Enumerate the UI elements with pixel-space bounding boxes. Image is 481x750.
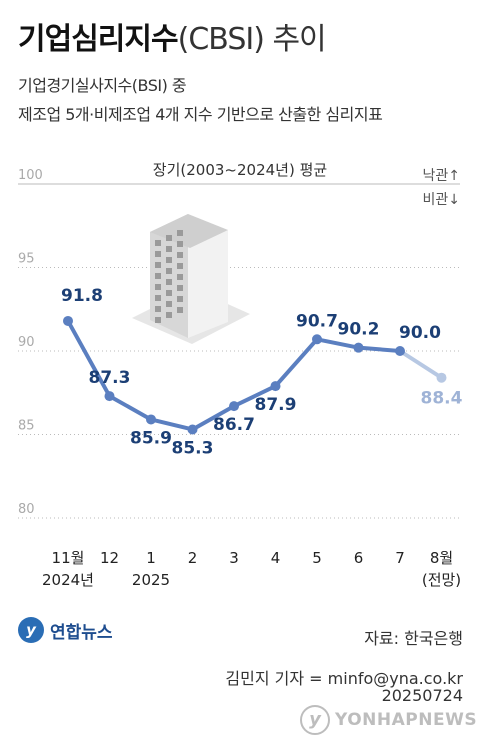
building-window — [177, 263, 183, 269]
reporter-label: 김민지 기자 = minfo@yna.co.kr — [225, 669, 463, 688]
building-window — [177, 307, 183, 313]
x-tick-label: 6 — [354, 549, 364, 567]
subtitle-line-1: 기업경기실사지수(BSI) 중 — [18, 76, 187, 95]
building-window — [166, 257, 172, 263]
building-right-face — [188, 214, 228, 338]
y-tick-label: 85 — [18, 419, 35, 434]
data-point — [229, 401, 239, 412]
watermark-text: YONHAPNEWS — [335, 710, 478, 730]
data-label: 85.3 — [172, 438, 214, 458]
baseline-label: 장기(2003~2024년) 평균 — [153, 161, 328, 179]
data-label: 91.8 — [61, 286, 103, 306]
watermark-icon: y — [300, 705, 330, 735]
data-label: 90.2 — [338, 320, 380, 340]
data-point — [270, 381, 281, 392]
yonhap-logo-icon: y — [18, 617, 44, 643]
data-point — [436, 372, 447, 383]
building-window — [155, 295, 161, 301]
data-point — [63, 315, 73, 326]
title-sub: (CBSI) 추이 — [177, 22, 327, 57]
building-window — [177, 230, 183, 236]
x-tick-label: 11월 — [52, 549, 85, 567]
x-year-label: 2025 — [132, 571, 170, 589]
building-window — [155, 284, 161, 290]
y-tick-label: 100 — [18, 168, 43, 183]
data-point — [104, 391, 115, 402]
data-point — [146, 414, 156, 425]
x-tick-label: 8월 — [430, 549, 453, 567]
date-label: 20250724 — [381, 686, 463, 705]
x-tick-label: 5 — [312, 549, 322, 567]
x-tick-label: 4 — [271, 549, 281, 567]
y-tick-label: 95 — [18, 252, 35, 267]
optimism-label: 낙관↑ — [423, 168, 461, 184]
chart-title: 기업심리지수(CBSI) 추이 — [18, 14, 327, 58]
yonhap-logo: y 연합뉴스 — [18, 617, 113, 643]
x-year-label: 2024년 — [42, 571, 94, 589]
pessimism-label: 비관↓ — [423, 192, 461, 208]
building-window — [155, 251, 161, 257]
data-label: 88.4 — [421, 389, 463, 409]
data-label: 86.7 — [213, 415, 255, 435]
building-window — [177, 274, 183, 280]
x-tick-label: 2 — [188, 549, 198, 567]
x-tick-label: 3 — [229, 549, 239, 567]
building-window — [177, 241, 183, 247]
x-tick-label: 12 — [100, 549, 119, 567]
building-window — [166, 279, 172, 285]
data-label: 90.0 — [399, 323, 441, 343]
building-window — [177, 252, 183, 258]
data-label: 87.3 — [89, 368, 131, 388]
building-window — [166, 301, 172, 307]
title-main: 기업심리지수 — [18, 22, 179, 57]
building-window — [177, 285, 183, 291]
x-tick-label: 1 — [146, 549, 156, 567]
data-point — [187, 424, 198, 435]
building-window — [166, 290, 172, 296]
building-window — [155, 317, 161, 323]
x-tick-label: 7 — [395, 549, 405, 567]
subtitle-line-2: 제조업 5개·비제조업 4개 지수 기반으로 산출한 심리지표 — [18, 105, 383, 124]
building-window — [155, 306, 161, 312]
data-point — [395, 346, 405, 356]
data-label: 85.9 — [130, 428, 172, 448]
building-window — [155, 240, 161, 246]
data-point — [312, 334, 322, 345]
logo-text: 연합뉴스 — [50, 622, 113, 643]
source-label: 자료: 한국은행 — [364, 629, 463, 648]
building-window — [166, 235, 172, 241]
building-window — [155, 273, 161, 279]
data-label: 87.9 — [255, 395, 297, 415]
building-window — [155, 262, 161, 268]
building-window — [166, 268, 172, 274]
line-chart: 100 95 90 85 80 장기(2003~2024년) 평균 낙관↑ 비관↓ 91.8 87… — [18, 161, 463, 589]
building-window — [177, 296, 183, 302]
y-tick-label: 80 — [18, 502, 35, 517]
building-window — [166, 312, 172, 318]
data-label: 90.7 — [296, 311, 338, 331]
x-year-label: (전망) — [422, 571, 461, 589]
projected-line — [398, 349, 444, 380]
data-point — [353, 342, 364, 353]
building-window — [166, 246, 172, 252]
watermark: y YONHAPNEWS — [300, 705, 477, 735]
y-tick-label: 90 — [18, 335, 35, 350]
